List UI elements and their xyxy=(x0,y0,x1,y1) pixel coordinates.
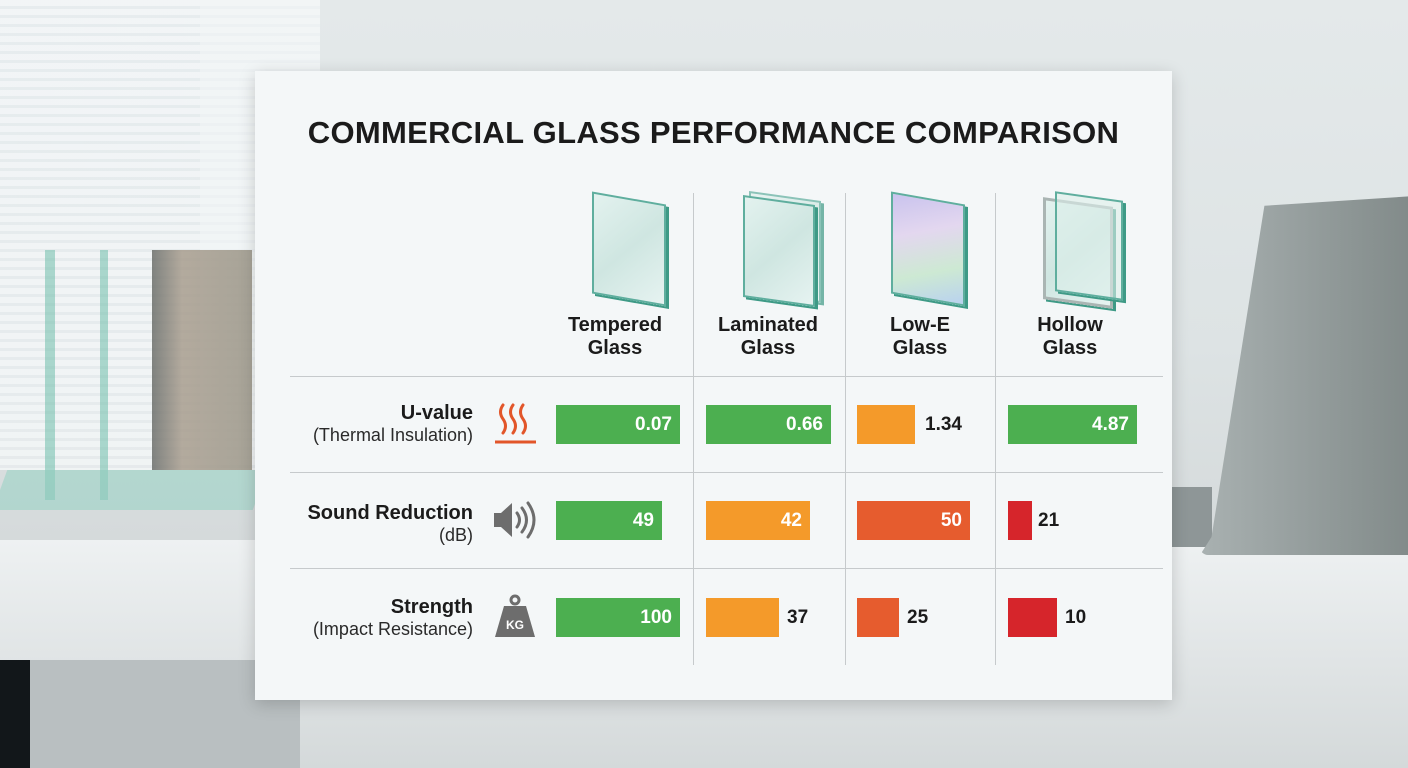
bar-u-value-tempered: 0.07 xyxy=(556,405,680,444)
low-e-glass-pane-icon xyxy=(875,191,965,314)
background-glass-samples xyxy=(0,250,268,540)
laminated-glass-pane-icon xyxy=(723,190,821,314)
background-laptop-keyboard xyxy=(1172,487,1212,547)
value-sound-hollow: 21 xyxy=(1038,510,1060,531)
column-divider xyxy=(995,193,996,665)
column-header-laminated: Laminated Glass xyxy=(693,190,843,360)
bar-u-value-low-e xyxy=(857,405,915,444)
tempered-glass-pane-icon xyxy=(570,191,666,314)
heat-waves-icon xyxy=(495,403,536,444)
background-desk-edge xyxy=(0,660,300,768)
background-glass-pane xyxy=(45,250,55,500)
bar-strength-laminated xyxy=(706,598,779,637)
speaker-icon xyxy=(494,501,536,539)
background-glass-base xyxy=(0,470,268,510)
value-strength-low-e: 25 xyxy=(907,607,929,628)
value-strength-laminated: 37 xyxy=(787,607,809,628)
bar-strength-tempered: 100 xyxy=(556,598,680,637)
value-u-value-low-e: 1.34 xyxy=(925,414,962,435)
column-header-hollow: Hollow Glass xyxy=(995,191,1145,360)
row-divider xyxy=(290,376,1163,377)
row-label-u-value: U-value (Thermal Insulation) xyxy=(312,402,473,445)
column-header-tempered: Tempered Glass xyxy=(540,191,690,360)
column-header-low-e: Low-E Glass xyxy=(845,191,995,360)
column-divider xyxy=(845,193,846,665)
background-tinted-glass xyxy=(152,250,252,470)
svg-text:KG: KG xyxy=(506,618,524,632)
row-divider xyxy=(290,472,1163,473)
row-divider xyxy=(290,568,1163,569)
bar-sound-laminated: 42 xyxy=(706,501,810,540)
column-divider xyxy=(693,193,694,665)
background-laptop xyxy=(1200,195,1408,555)
value-strength-hollow: 10 xyxy=(1065,607,1087,628)
bar-u-value-hollow: 4.87 xyxy=(1008,405,1137,444)
bar-sound-low-e: 50 xyxy=(857,501,970,540)
bar-u-value-laminated: 0.66 xyxy=(706,405,831,444)
bar-strength-hollow xyxy=(1008,598,1057,637)
comparison-card: COMMERCIAL GLASS PERFORMANCE COMPARISON … xyxy=(255,71,1172,700)
hollow-glass-unit-icon xyxy=(1025,191,1123,314)
row-label-sound-reduction: Sound Reduction (dB) xyxy=(307,502,473,545)
row-label-strength: Strength (Impact Resistance) xyxy=(312,596,473,639)
bar-sound-tempered: 49 xyxy=(556,501,662,540)
bar-sound-hollow xyxy=(1008,501,1032,540)
bar-strength-low-e xyxy=(857,598,899,637)
chart-title: COMMERCIAL GLASS PERFORMANCE COMPARISON xyxy=(307,115,1120,150)
kg-weight-icon: KG xyxy=(495,594,535,637)
background-glass-pane xyxy=(100,250,108,500)
background-desk-leg xyxy=(0,660,30,768)
